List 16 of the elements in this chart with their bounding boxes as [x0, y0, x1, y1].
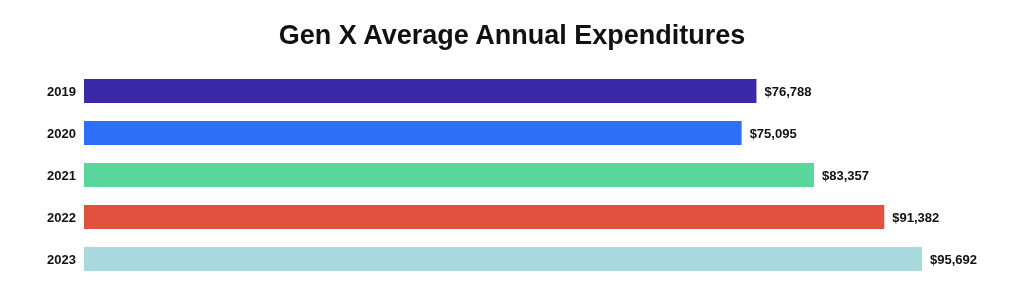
y-tick-label: 2019: [47, 83, 76, 99]
data-label: $83,357: [821, 167, 869, 183]
data-label: $75,095: [749, 125, 797, 141]
data-label: $76,788: [764, 83, 812, 99]
bar: [84, 247, 922, 271]
bar: [84, 163, 814, 187]
y-tick-label: 2022: [47, 209, 76, 225]
y-tick-label: 2021: [47, 167, 76, 183]
chart-title: Gen X Average Annual Expenditures: [278, 20, 746, 50]
bar: [84, 121, 742, 145]
bar: [84, 79, 757, 103]
data-label: $95,692: [930, 251, 977, 267]
y-tick-label: 2020: [47, 125, 76, 141]
data-label: $91,382: [892, 209, 940, 225]
y-tick-label: 2023: [47, 251, 76, 267]
bar: [84, 205, 885, 229]
